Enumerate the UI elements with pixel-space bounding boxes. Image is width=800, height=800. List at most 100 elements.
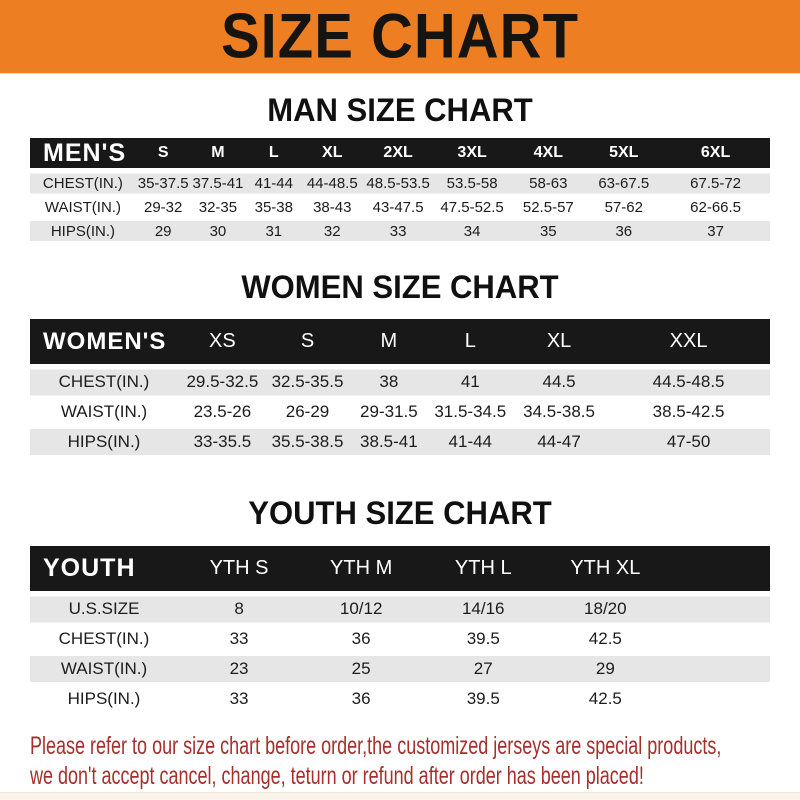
table-row: HIPS(IN.) 33-35.5 35.5-38.5 38.5-41 41-44 44-… — [30, 427, 770, 457]
size-value-cell: 35 — [510, 219, 587, 243]
size-column-header: 3XL — [433, 138, 511, 171]
size-value-cell: 36 — [300, 684, 423, 714]
size-column-header: YTH L — [422, 546, 545, 594]
men-section-title: MAN SIZE CHART — [267, 92, 533, 128]
size-value-cell: 52.5-57 — [510, 195, 587, 219]
table-corner-label: YOUTH — [30, 546, 178, 594]
table-header-row: MEN'S S M L XL 2XL 3XL 4XL 5XL 6XL — [30, 138, 770, 171]
size-value-cell: 39.5 — [422, 684, 545, 714]
size-value-cell: 36 — [300, 624, 423, 654]
disclaimer-line-2: we don't accept cancel, change, teturn o… — [30, 762, 644, 790]
men-size-table: MEN'S S M L XL 2XL 3XL 4XL 5XL 6XL CHEST(IN.) 35-37… — [30, 138, 770, 243]
table-row: CHEST(IN.) 33 36 39.5 42.5 — [30, 624, 770, 654]
size-value-cell: 33-35.5 — [178, 427, 267, 457]
size-column-header: M — [190, 138, 246, 171]
size-value-cell: 34.5-38.5 — [510, 397, 608, 427]
size-column-header: YTH S — [178, 546, 301, 594]
size-column-header: 6XL — [661, 138, 770, 171]
women-size-table: WOMEN'S XS S M L XL XXL CHEST(IN.) 29.5-32.5 32.5… — [30, 319, 770, 457]
size-value-cell: 38.5-42.5 — [607, 397, 770, 427]
size-column-header: YTH XL — [544, 546, 667, 594]
row-label: CHEST(IN.) — [30, 365, 178, 397]
size-column-header: 5XL — [586, 138, 662, 171]
women-section-title: WOMEN SIZE CHART — [241, 269, 559, 305]
size-value-cell: 29 — [544, 654, 667, 684]
table-corner-label: MEN'S — [30, 138, 136, 171]
page-title: SIZE CHART — [221, 0, 579, 72]
size-value-cell: 43-47.5 — [362, 195, 434, 219]
size-value-cell: 27 — [422, 654, 545, 684]
size-value-cell: 44.5-48.5 — [607, 365, 770, 397]
table-corner-label: WOMEN'S — [30, 319, 178, 367]
size-value-cell: 32 — [302, 219, 363, 243]
size-value-cell: 38 — [348, 365, 430, 397]
table-row: CHEST(IN.) 29.5-32.5 32.5-35.5 38 41 44.5 44.5… — [30, 365, 770, 397]
size-value-cell: 29.5-32.5 — [178, 365, 267, 397]
size-value-cell: 34 — [433, 219, 511, 243]
empty-cell — [666, 654, 770, 684]
size-value-cell: 36 — [586, 219, 662, 243]
size-column-header: XXL — [607, 319, 770, 367]
size-value-cell: 14/16 — [422, 592, 545, 624]
size-value-cell: 32.5-35.5 — [266, 365, 349, 397]
size-column-header: L — [245, 138, 303, 171]
size-value-cell: 44-47 — [510, 427, 608, 457]
size-value-cell: 41-44 — [429, 427, 511, 457]
size-value-cell: 47-50 — [607, 427, 770, 457]
youth-size-table: YOUTH YTH S YTH M YTH L YTH XL U.S.SIZE 8 10/12… — [30, 546, 770, 714]
table-row: U.S.SIZE 8 10/12 14/16 18/20 — [30, 592, 770, 624]
size-value-cell: 35-37.5 — [135, 169, 191, 195]
size-value-cell: 44-48.5 — [302, 169, 363, 195]
order-disclaimer: Please refer to our size chart before or… — [30, 731, 800, 791]
row-label: WAIST(IN.) — [30, 654, 178, 684]
size-value-cell: 29 — [135, 219, 191, 243]
bottom-accent-strip — [0, 792, 800, 800]
size-value-cell: 31.5-34.5 — [429, 397, 511, 427]
size-value-cell: 10/12 — [300, 592, 423, 624]
size-column-header: 4XL — [510, 138, 587, 171]
size-value-cell: 57-62 — [586, 195, 662, 219]
size-value-cell: 41-44 — [245, 169, 303, 195]
table-header-row: YOUTH YTH S YTH M YTH L YTH XL — [30, 546, 770, 594]
size-value-cell: 38.5-41 — [348, 427, 430, 457]
size-value-cell: 23.5-26 — [178, 397, 267, 427]
size-column-header: XS — [178, 319, 267, 367]
row-label: HIPS(IN.) — [30, 427, 178, 457]
size-value-cell: 18/20 — [544, 592, 667, 624]
table-row: HIPS(IN.) 29 30 31 32 33 34 35 36 37 — [30, 219, 770, 243]
size-value-cell: 58-63 — [510, 169, 587, 195]
table-row: WAIST(IN.) 23.5-26 26-29 29-31.5 31.5-34.5 34… — [30, 397, 770, 427]
size-value-cell: 37 — [661, 219, 770, 243]
row-label: WAIST(IN.) — [30, 397, 178, 427]
size-column-header: XL — [510, 319, 608, 367]
size-value-cell: 63-67.5 — [586, 169, 662, 195]
size-value-cell: 26-29 — [266, 397, 349, 427]
size-column-header: L — [429, 319, 511, 367]
table-row: CHEST(IN.) 35-37.5 37.5-41 41-44 44-48.5 48.5… — [30, 169, 770, 195]
size-chart-banner: SIZE CHART — [0, 0, 800, 74]
size-value-cell: 31 — [245, 219, 303, 243]
size-value-cell: 25 — [300, 654, 423, 684]
size-column-header: M — [348, 319, 430, 367]
row-label: HIPS(IN.) — [30, 684, 178, 714]
empty-cell — [666, 592, 770, 624]
row-label: CHEST(IN.) — [30, 624, 178, 654]
size-value-cell: 35.5-38.5 — [266, 427, 349, 457]
size-value-cell: 29-31.5 — [348, 397, 430, 427]
size-value-cell: 48.5-53.5 — [362, 169, 434, 195]
size-value-cell: 30 — [190, 219, 246, 243]
size-value-cell: 33 — [178, 684, 301, 714]
size-value-cell: 53.5-58 — [433, 169, 511, 195]
size-value-cell: 39.5 — [422, 624, 545, 654]
row-label: U.S.SIZE — [30, 592, 178, 624]
size-value-cell: 62-66.5 — [661, 195, 770, 219]
size-value-cell: 41 — [429, 365, 511, 397]
size-value-cell: 42.5 — [544, 684, 667, 714]
empty-cell — [666, 624, 770, 654]
size-column-header: S — [266, 319, 349, 367]
empty-cell — [666, 684, 770, 714]
size-column-header: 2XL — [362, 138, 434, 171]
size-value-cell: 29-32 — [135, 195, 191, 219]
size-value-cell: 35-38 — [245, 195, 303, 219]
disclaimer-line-1: Please refer to our size chart before or… — [30, 732, 722, 760]
